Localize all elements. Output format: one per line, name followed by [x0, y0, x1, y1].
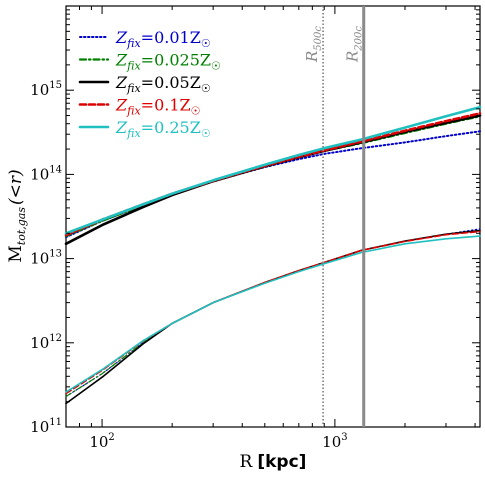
legend-label-sun: ☉: [201, 37, 211, 50]
x-axis-label: R [kpc]: [240, 452, 307, 472]
x-tick-label-base: 10: [89, 433, 108, 451]
legend-label-var: Z: [115, 96, 128, 115]
series-4-gas-line: [65, 235, 481, 393]
legend-label-value: =0.1Z: [141, 96, 191, 115]
y-tick-label: 1014: [30, 164, 62, 183]
x-tick-label: 103: [322, 432, 347, 451]
legend-label-sun: ☉: [201, 127, 211, 140]
legend-label-0: Zfix=0.01Z☉: [115, 28, 211, 50]
x-tick-label-exp: 2: [108, 432, 114, 443]
vline-200c-label: R200c: [344, 26, 365, 63]
plot-frame: [65, 5, 481, 428]
series-0-total-line: [65, 130, 481, 239]
series-2-gas-line: [65, 229, 481, 405]
y-tick-label: 1013: [30, 249, 62, 268]
y-axis-label-tail: (<r): [6, 169, 26, 205]
legend-label-sub: fix: [126, 105, 141, 118]
x-tick-label-base: 10: [322, 433, 341, 451]
curves-layer: [64, 105, 482, 405]
legend-label-4: Zfix=0.25Z☉: [115, 118, 211, 140]
y-axis-label-sub: tot,gas: [15, 207, 28, 246]
y-tick-label: 1012: [30, 333, 62, 352]
series-1-gas-line: [65, 230, 481, 398]
x-tick-label: 102: [89, 432, 114, 451]
vline-label-main: R: [303, 51, 321, 63]
y-tick-label-exp: 13: [49, 249, 62, 260]
vline-500c-label: R500c: [303, 26, 324, 63]
x-axis-label-var: R: [240, 452, 254, 472]
x-tick-label-exp: 3: [341, 432, 347, 443]
legend-label-sub: fix: [126, 82, 141, 95]
y-tick-label-base: 10: [30, 165, 49, 183]
series-3-gas-line: [65, 230, 481, 395]
y-tick-label-exp: 11: [49, 417, 62, 428]
legend-label-2: Zfix=0.05Z☉: [115, 73, 211, 95]
vline-label-sub: 500c: [313, 26, 324, 51]
y-axis-label: Mtot,gas (<r): [6, 169, 28, 262]
legend-label-var: Z: [115, 28, 128, 47]
y-tick-label-base: 10: [30, 418, 49, 436]
legend-label-value: =0.01Z: [141, 28, 201, 47]
series-0-gas-line: [65, 228, 481, 398]
y-tick-label-base: 10: [30, 81, 49, 99]
series-4-total-line: [64, 105, 482, 235]
vline-label-sub: 200c: [354, 26, 365, 52]
y-tick-label-exp: 15: [49, 80, 62, 91]
legend-label-var: Z: [115, 73, 128, 92]
legend-label-3: Zfix=0.1Z☉: [115, 96, 201, 118]
y-tick-label-exp: 14: [49, 164, 62, 175]
legend-label-sub: fix: [126, 127, 141, 140]
y-tick-label-exp: 12: [49, 333, 62, 344]
legend-label-var: Z: [115, 118, 128, 137]
legend-label-var: Z: [115, 51, 128, 70]
y-tick-label: 1015: [30, 80, 62, 99]
legend-label-sub: fix: [126, 37, 141, 50]
legend-label-value: =0.025Z: [141, 51, 211, 70]
legend-label-value: =0.25Z: [141, 118, 201, 137]
legend: Zfix=0.01Z☉Zfix=0.025Z☉Zfix=0.05Z☉Zfix=0…: [78, 28, 221, 140]
y-tick-label-base: 10: [30, 334, 49, 352]
legend-label-sun: ☉: [211, 60, 221, 73]
legend-label-sun: ☉: [191, 105, 201, 118]
y-tick-label-base: 10: [30, 250, 49, 268]
vline-label-main: R: [344, 51, 362, 63]
legend-label-value: =0.05Z: [141, 73, 201, 92]
y-axis-label-main: M: [6, 245, 26, 262]
legend-label-1: Zfix=0.025Z☉: [115, 51, 221, 73]
y-tick-label: 1011: [30, 417, 62, 436]
legend-label-sun: ☉: [201, 82, 211, 95]
legend-label-sub: fix: [126, 60, 141, 73]
x-axis-label-unit: [kpc]: [257, 452, 306, 472]
